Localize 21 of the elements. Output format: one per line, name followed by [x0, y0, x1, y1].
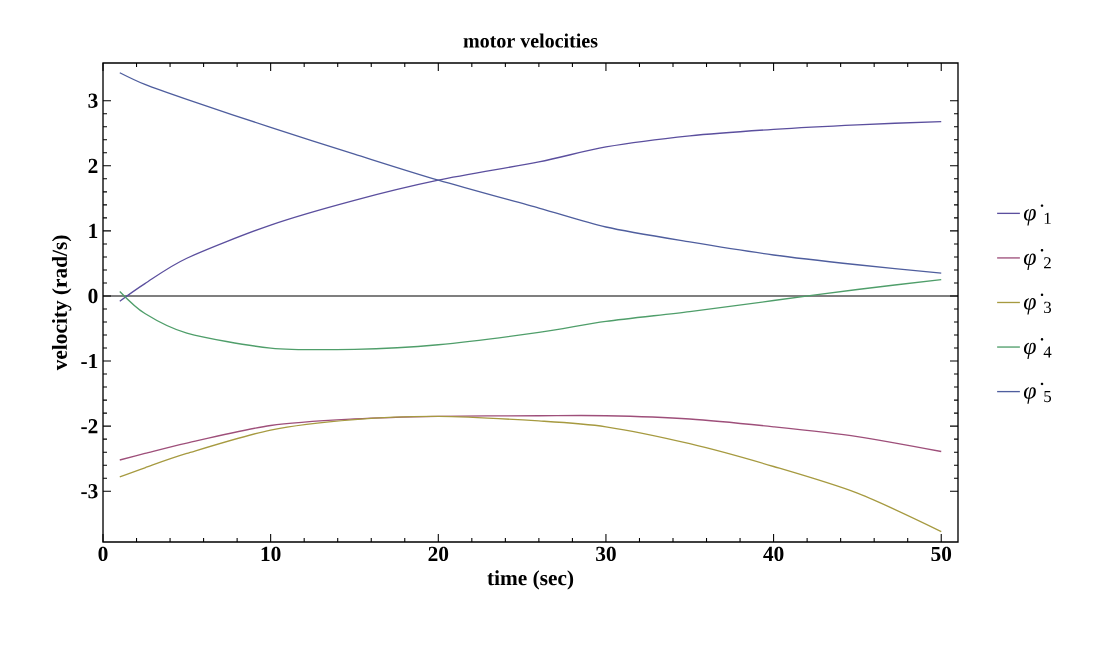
- x-tick-label: 50: [931, 546, 952, 562]
- y-tick-label: 2: [88, 158, 98, 173]
- legend-label: φ̇$_{1}$: [1023, 204, 1051, 226]
- x-tick-label: 10: [261, 546, 281, 562]
- x-tick-label: 20: [428, 546, 449, 562]
- y-tick-label: 3: [88, 93, 98, 108]
- legend-label: φ̇$_{5}$: [1023, 382, 1052, 404]
- y-tick-label: -2: [81, 419, 98, 434]
- x-tick-label: 40: [763, 546, 784, 562]
- x-tick-label: 0: [98, 546, 108, 562]
- legend-label: φ̇$_{2}$: [1023, 248, 1051, 270]
- y-tick-label: 0: [88, 288, 98, 304]
- x-axis-title: time (sec): [487, 570, 574, 590]
- legend-label: φ̇$_{3}$: [1023, 293, 1052, 315]
- y-tick-label: -1: [81, 354, 98, 369]
- y-axis-title: velocity (rad/s): [51, 235, 72, 371]
- legend-label: φ̇$_{4}$: [1023, 338, 1052, 360]
- y-tick-label: 1: [89, 223, 98, 238]
- y-tick-label: -3: [81, 484, 98, 499]
- chart-title: motor velocities: [463, 33, 598, 48]
- x-tick-label: 30: [596, 546, 616, 562]
